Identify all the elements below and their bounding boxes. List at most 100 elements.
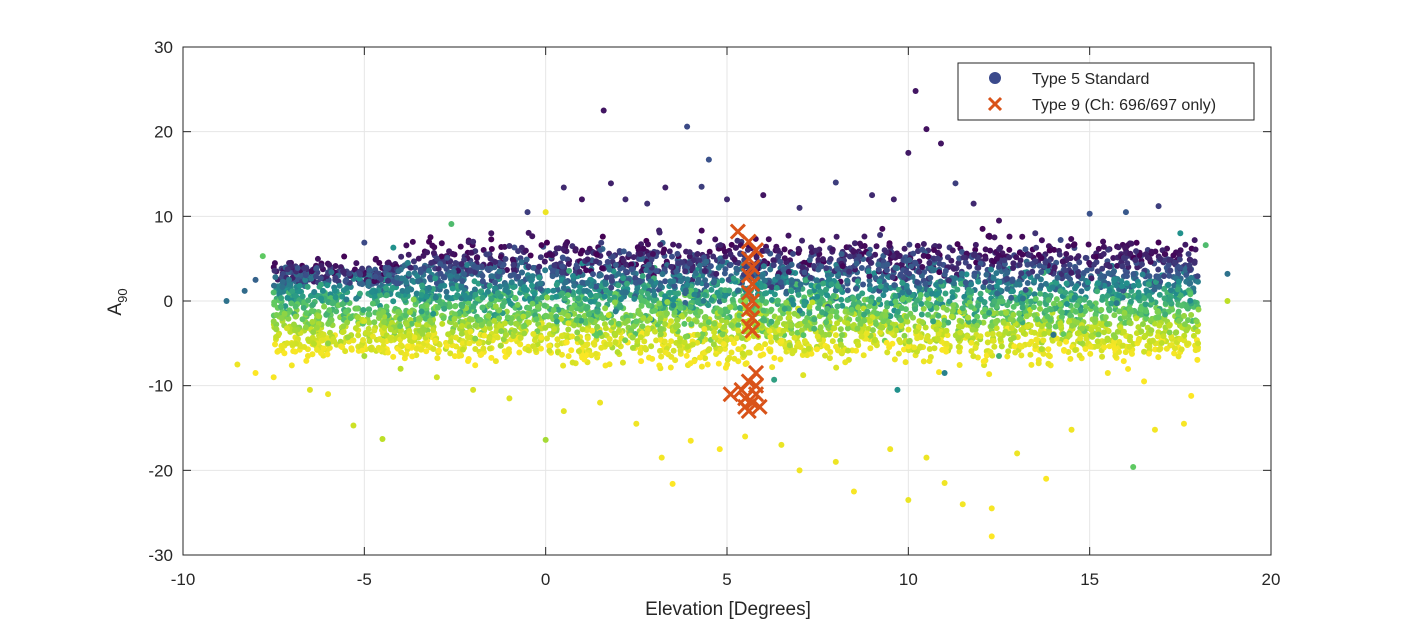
scatter-point — [1057, 288, 1063, 294]
scatter-point — [834, 234, 840, 240]
scatter-point — [906, 289, 912, 295]
scatter-point — [674, 317, 680, 323]
scatter-point — [1019, 252, 1025, 258]
scatter-point — [387, 335, 393, 341]
scatter-point — [487, 345, 493, 351]
scatter-point — [1087, 300, 1093, 306]
scatter-point — [823, 265, 829, 271]
scatter-point — [682, 339, 688, 345]
scatter-point — [903, 258, 909, 264]
scatter-point — [532, 291, 538, 297]
scatter-point — [542, 302, 548, 308]
scatter-point — [1156, 240, 1162, 246]
scatter-point — [886, 344, 892, 350]
scatter-point — [709, 297, 715, 303]
scatter-point — [542, 267, 548, 273]
scatter-point — [390, 298, 396, 304]
scatter-point — [978, 291, 984, 297]
scatter-point — [806, 310, 812, 316]
scatter-point — [726, 288, 732, 294]
scatter-point — [1192, 237, 1198, 243]
scatter-point — [986, 371, 992, 377]
scatter-point — [530, 331, 536, 337]
scatter-point — [479, 273, 485, 279]
scatter-point — [1071, 241, 1077, 247]
scatter-point — [1036, 360, 1042, 366]
scatter-point — [708, 287, 714, 293]
scatter-point — [578, 339, 584, 345]
scatter-point — [1162, 251, 1168, 257]
scatter-point — [905, 327, 911, 333]
scatter-point — [533, 316, 539, 322]
scatter-point — [790, 251, 796, 257]
scatter-point — [1100, 274, 1106, 280]
scatter-point — [551, 326, 557, 332]
scatter-point — [1063, 251, 1069, 257]
scatter-point — [554, 319, 560, 325]
scatter-point — [1156, 314, 1162, 320]
scatter-point — [625, 318, 631, 324]
scatter-point — [341, 254, 347, 260]
scatter-point — [658, 283, 664, 289]
scatter-point — [658, 354, 664, 360]
scatter-point — [985, 233, 991, 239]
scatter-point — [273, 326, 279, 332]
scatter-point — [593, 351, 599, 357]
scatter-point — [595, 302, 601, 308]
scatter-point — [459, 278, 465, 284]
scatter-point — [1095, 280, 1101, 286]
scatter-point — [768, 319, 774, 325]
scatter-point — [285, 266, 291, 272]
scatter-point — [390, 354, 396, 360]
scatter-point — [380, 338, 386, 344]
scatter-point — [485, 313, 491, 319]
scatter-point — [1123, 349, 1129, 355]
scatter-point — [1100, 239, 1106, 245]
scatter-point — [1078, 288, 1084, 294]
scatter-point — [608, 320, 614, 326]
scatter-point — [702, 292, 708, 298]
scatter-point — [1006, 247, 1012, 253]
scatter-point — [318, 296, 324, 302]
scatter-point — [1001, 257, 1007, 263]
scatter-point — [1111, 277, 1117, 283]
scatter-point — [1093, 306, 1099, 312]
scatter-point — [983, 272, 989, 278]
scatter-point — [370, 301, 376, 307]
scatter-point — [728, 350, 734, 356]
scatter-point — [827, 314, 833, 320]
scatter-point — [711, 341, 717, 347]
scatter-point — [795, 322, 801, 328]
scatter-point — [536, 274, 542, 280]
scatter-point — [896, 351, 902, 357]
scatter-point — [988, 349, 994, 355]
scatter-point — [678, 278, 684, 284]
scatter-point — [978, 296, 984, 302]
scatter-point — [965, 315, 971, 321]
scatter-point — [886, 243, 892, 249]
scatter-point — [705, 361, 711, 367]
scatter-point — [796, 341, 802, 347]
scatter-point — [438, 283, 444, 289]
scatter-point — [845, 348, 851, 354]
scatter-point — [597, 330, 603, 336]
scatter-point — [876, 296, 882, 302]
scatter-point — [554, 282, 560, 288]
scatter-point — [1140, 271, 1146, 277]
scatter-point — [622, 337, 628, 343]
scatter-point — [556, 245, 562, 251]
scatter-point — [576, 289, 582, 295]
scatter-point — [735, 267, 741, 273]
scatter-point — [898, 323, 904, 329]
scatter-point — [745, 350, 751, 356]
scatter-point — [369, 289, 375, 295]
scatter-point — [428, 260, 434, 266]
scatter-point — [1107, 288, 1113, 294]
scatter-point — [303, 272, 309, 278]
scatter-point — [819, 237, 825, 243]
scatter-point — [321, 304, 327, 310]
scatter-point — [508, 273, 514, 279]
scatter-point — [1025, 252, 1031, 258]
scatter-point — [811, 316, 817, 322]
